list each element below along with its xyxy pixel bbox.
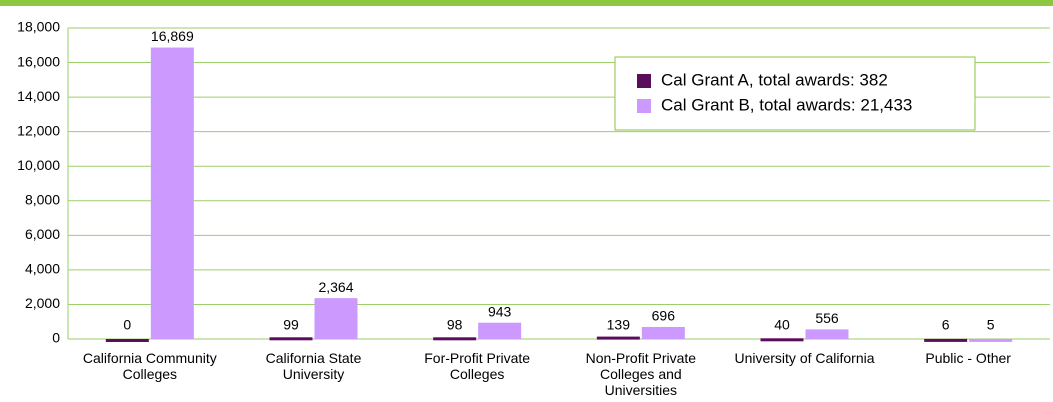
data-label: 2,364 bbox=[318, 279, 353, 295]
y-tick-label: 2,000 bbox=[25, 295, 60, 311]
data-label: 99 bbox=[283, 317, 299, 333]
bar bbox=[150, 47, 194, 339]
bar bbox=[969, 338, 1013, 342]
y-tick-label: 16,000 bbox=[17, 53, 60, 69]
legend-swatch bbox=[637, 74, 651, 88]
header-bar bbox=[0, 0, 1053, 6]
data-label: 139 bbox=[607, 317, 631, 333]
bar bbox=[641, 326, 685, 339]
y-tick-label: 18,000 bbox=[17, 19, 60, 35]
bar bbox=[924, 338, 968, 342]
data-label: 5 bbox=[987, 317, 995, 333]
bar bbox=[105, 339, 149, 342]
legend-label: Cal Grant B, total awards: 21,433 bbox=[661, 95, 912, 114]
y-tick-label: 0 bbox=[52, 330, 60, 346]
bar bbox=[596, 336, 640, 340]
data-label: 943 bbox=[488, 303, 512, 319]
y-tick-label: 14,000 bbox=[17, 88, 60, 104]
data-label: 6 bbox=[942, 317, 950, 333]
y-tick-label: 8,000 bbox=[25, 191, 60, 207]
x-tick-label: Non-Profit Private Colleges and Universi… bbox=[585, 350, 697, 398]
x-tick-label: Public - Other bbox=[925, 350, 1011, 366]
legend-label: Cal Grant A, total awards: 382 bbox=[661, 70, 888, 89]
bar bbox=[433, 337, 477, 341]
y-tick-label: 4,000 bbox=[25, 261, 60, 277]
data-label: 0 bbox=[123, 317, 131, 333]
bar bbox=[269, 337, 313, 341]
x-tick-label: California State University bbox=[265, 350, 362, 382]
bar bbox=[314, 298, 358, 339]
bar bbox=[805, 329, 849, 339]
x-tick-label: University of California bbox=[734, 350, 875, 366]
data-label: 16,869 bbox=[151, 28, 194, 44]
bar bbox=[760, 338, 804, 342]
x-tick-label: For-Profit Private Colleges bbox=[424, 350, 531, 382]
data-label: 40 bbox=[774, 317, 790, 333]
data-label: 556 bbox=[815, 310, 839, 326]
data-label: 696 bbox=[652, 308, 676, 324]
x-tick-label: California Community Colleges bbox=[82, 350, 217, 382]
data-label: 98 bbox=[447, 317, 463, 333]
legend-box bbox=[614, 56, 976, 131]
y-tick-label: 12,000 bbox=[17, 122, 60, 138]
bar bbox=[478, 322, 522, 339]
y-tick-label: 6,000 bbox=[25, 226, 60, 242]
y-tick-label: 10,000 bbox=[17, 157, 60, 173]
legend-swatch bbox=[637, 99, 651, 113]
